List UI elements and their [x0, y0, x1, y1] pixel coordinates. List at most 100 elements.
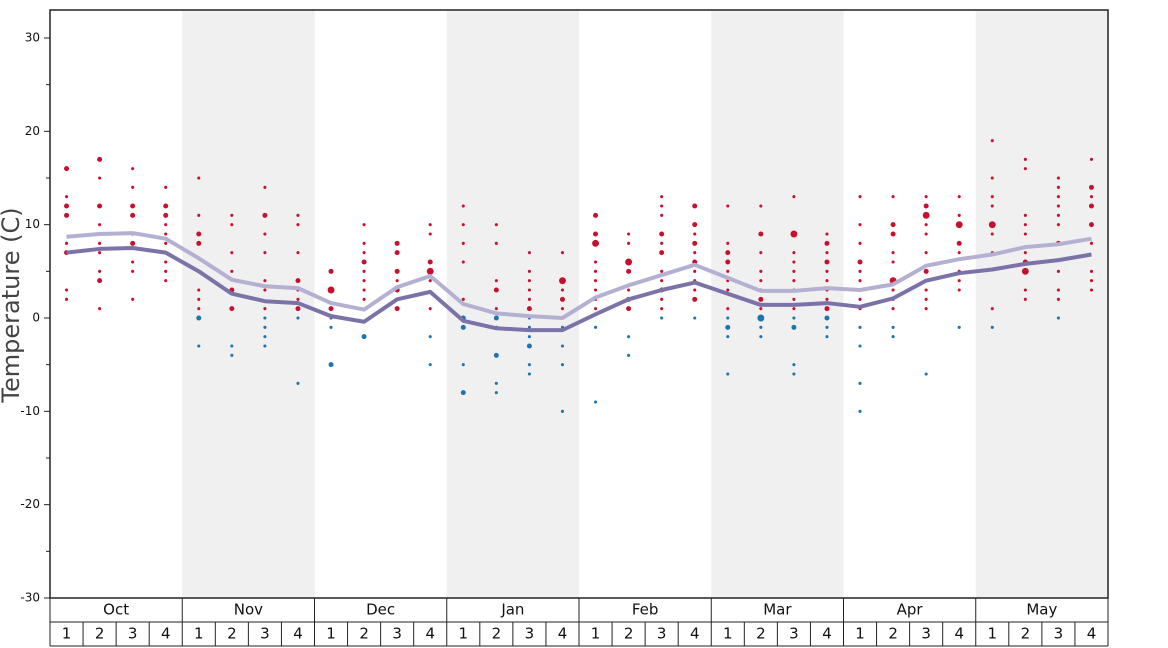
dot: [295, 278, 301, 284]
dot: [693, 288, 697, 292]
dot: [362, 269, 366, 273]
month-label: Feb: [632, 601, 659, 619]
dot: [792, 297, 796, 301]
week-label: 2: [95, 625, 105, 643]
dot: [758, 231, 764, 237]
dot: [858, 223, 862, 227]
dot: [1089, 157, 1094, 161]
dot: [825, 335, 829, 339]
dot: [560, 288, 565, 292]
dot: [98, 269, 102, 273]
dot: [526, 306, 532, 312]
dot: [593, 260, 598, 264]
dot: [64, 195, 69, 199]
dot: [891, 251, 895, 255]
dot: [693, 269, 697, 273]
dot: [1056, 269, 1060, 273]
dot: [263, 288, 267, 292]
week-label: 1: [326, 625, 336, 643]
week-label: 4: [425, 625, 435, 643]
dot: [592, 239, 599, 247]
dot: [825, 251, 829, 255]
dot: [791, 324, 797, 330]
dot: [328, 268, 334, 274]
dot: [328, 362, 334, 368]
dot: [164, 260, 168, 264]
dot: [461, 260, 465, 264]
dot: [792, 251, 796, 255]
dot: [627, 353, 631, 357]
dot: [196, 231, 202, 237]
week-label: 3: [260, 625, 270, 643]
dot: [362, 297, 366, 301]
dot: [593, 212, 599, 218]
dot: [493, 315, 499, 321]
dot: [660, 241, 664, 245]
y-tick-label: 0: [32, 311, 40, 325]
dot: [263, 316, 267, 320]
dot: [627, 288, 631, 292]
dot: [923, 203, 929, 209]
dot: [494, 223, 498, 227]
dot: [494, 241, 498, 245]
temperature-line: [66, 231, 1092, 320]
dot: [164, 185, 168, 189]
dot: [394, 268, 400, 274]
dot: [98, 251, 102, 255]
dot: [1056, 176, 1060, 180]
dot: [164, 232, 168, 236]
dot: [593, 325, 598, 329]
dot: [64, 203, 70, 209]
dot: [726, 288, 730, 292]
dot: [131, 269, 135, 273]
dot: [990, 176, 994, 180]
dot: [1088, 222, 1094, 228]
dot: [759, 204, 763, 208]
dot: [922, 211, 930, 219]
month-label: Mar: [763, 601, 792, 619]
dot: [131, 185, 135, 189]
dot: [164, 223, 168, 227]
dot: [891, 335, 895, 339]
dot: [759, 307, 763, 311]
week-label: 3: [657, 625, 667, 643]
dot: [494, 279, 498, 283]
dot: [394, 306, 400, 312]
dot: [164, 279, 168, 283]
dot: [527, 269, 531, 273]
dot: [725, 324, 731, 330]
dot: [890, 231, 896, 237]
dot: [792, 363, 796, 367]
week-label: 2: [492, 625, 502, 643]
dot: [527, 251, 531, 255]
dot: [825, 325, 829, 329]
dot: [660, 279, 664, 283]
week-label: 3: [921, 625, 931, 643]
dot: [1056, 213, 1060, 217]
week-label: 1: [194, 625, 204, 643]
dot: [461, 241, 465, 245]
dot: [230, 269, 234, 273]
dot: [824, 315, 830, 321]
dot: [924, 223, 928, 227]
dot: [792, 279, 796, 283]
dot: [1089, 279, 1094, 283]
dot: [692, 222, 698, 228]
dot: [428, 335, 432, 339]
dot: [230, 344, 234, 348]
dot: [790, 230, 798, 238]
dot: [296, 251, 300, 255]
dot: [460, 324, 466, 330]
dot: [891, 307, 895, 311]
dot: [858, 195, 862, 199]
dot: [858, 269, 862, 273]
dot: [824, 306, 830, 312]
y-tick-label: 10: [25, 217, 40, 231]
dot: [560, 344, 565, 348]
dot: [196, 315, 202, 321]
dot: [494, 391, 498, 395]
dot: [527, 288, 531, 292]
dot: [858, 241, 862, 245]
dot: [394, 240, 400, 246]
dot: [1023, 157, 1027, 161]
